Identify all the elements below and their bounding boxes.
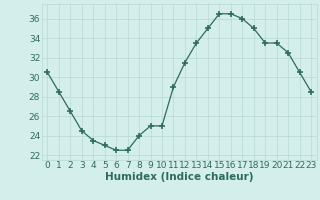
- X-axis label: Humidex (Indice chaleur): Humidex (Indice chaleur): [105, 172, 253, 182]
